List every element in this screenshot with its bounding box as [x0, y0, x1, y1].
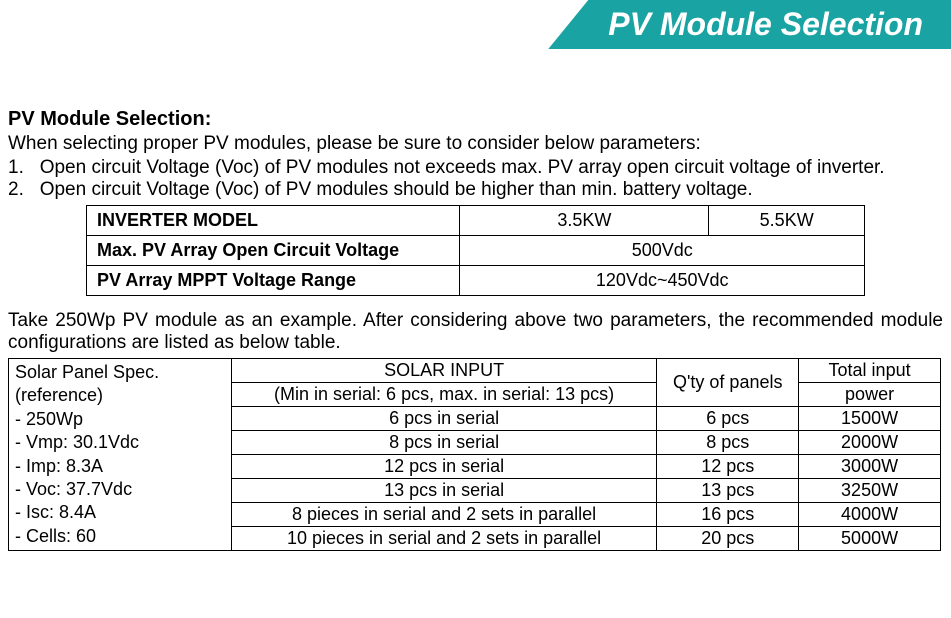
- inverter-table-wrap: INVERTER MODEL 3.5KW 5.5KW Max. PV Array…: [8, 205, 943, 296]
- spec-line: (reference): [15, 385, 103, 405]
- cell-max-voc-label: Max. PV Array Open Circuit Voltage: [87, 236, 460, 266]
- table-row: PV Array MPPT Voltage Range 120Vdc~450Vd…: [87, 266, 865, 296]
- header-banner: PV Module Selection: [548, 0, 951, 49]
- banner-title: PV Module Selection: [608, 6, 923, 42]
- example-paragraph: Take 250Wp PV module as an example. Afte…: [8, 310, 943, 354]
- cell-config: 8 pieces in serial and 2 sets in paralle…: [231, 503, 656, 527]
- header-total-power-a: Total input: [799, 359, 941, 383]
- cell-qty: 20 pcs: [657, 527, 799, 551]
- header-total-power-b: power: [799, 383, 941, 407]
- config-table: Solar Panel Spec. (reference) - 250Wp - …: [8, 358, 941, 551]
- cell-qty: 13 pcs: [657, 479, 799, 503]
- spec-line: - Vmp: 30.1Vdc: [15, 432, 139, 452]
- spec-line: - 250Wp: [15, 409, 83, 429]
- intro-text: When selecting proper PV modules, please…: [8, 133, 943, 155]
- cell-power: 1500W: [799, 407, 941, 431]
- cell-qty: 16 pcs: [657, 503, 799, 527]
- document-body: PV Module Selection: When selecting prop…: [8, 108, 943, 551]
- rule-item-1: 1. Open circuit Voltage (Voc) of PV modu…: [8, 157, 943, 179]
- rule-number: 1.: [8, 157, 24, 178]
- cell-power: 3250W: [799, 479, 941, 503]
- table-row: Solar Panel Spec. (reference) - 250Wp - …: [9, 359, 941, 383]
- cell-power: 3000W: [799, 455, 941, 479]
- header-solar-sub: (Min in serial: 6 pcs, max. in serial: 1…: [231, 383, 656, 407]
- cell-config: 6 pcs in serial: [231, 407, 656, 431]
- section-title: PV Module Selection:: [8, 108, 943, 131]
- inverter-table: INVERTER MODEL 3.5KW 5.5KW Max. PV Array…: [86, 205, 865, 296]
- cell-config: 12 pcs in serial: [231, 455, 656, 479]
- table-row: INVERTER MODEL 3.5KW 5.5KW: [87, 206, 865, 236]
- cell-config: 8 pcs in serial: [231, 431, 656, 455]
- cell-qty: 6 pcs: [657, 407, 799, 431]
- table-row: Max. PV Array Open Circuit Voltage 500Vd…: [87, 236, 865, 266]
- cell-model-35kw: 3.5KW: [460, 206, 709, 236]
- cell-qty: 12 pcs: [657, 455, 799, 479]
- cell-power: 2000W: [799, 431, 941, 455]
- rule-text: Open circuit Voltage (Voc) of PV modules…: [40, 157, 885, 178]
- cell-power: 5000W: [799, 527, 941, 551]
- cell-qty: 8 pcs: [657, 431, 799, 455]
- spec-line: - Voc: 37.7Vdc: [15, 479, 132, 499]
- cell-max-voc-value: 500Vdc: [460, 236, 865, 266]
- spec-cell: Solar Panel Spec. (reference) - 250Wp - …: [9, 359, 232, 551]
- spec-line: Solar Panel Spec.: [15, 362, 159, 382]
- cell-mppt-label: PV Array MPPT Voltage Range: [87, 266, 460, 296]
- cell-model-55kw: 5.5KW: [709, 206, 865, 236]
- rule-item-2: 2. Open circuit Voltage (Voc) of PV modu…: [8, 179, 943, 201]
- header-qty: Q'ty of panels: [657, 359, 799, 407]
- cell-mppt-value: 120Vdc~450Vdc: [460, 266, 865, 296]
- cell-power: 4000W: [799, 503, 941, 527]
- header-solar-input: SOLAR INPUT: [231, 359, 656, 383]
- spec-line: - Imp: 8.3A: [15, 456, 103, 476]
- rules-list: 1. Open circuit Voltage (Voc) of PV modu…: [8, 157, 943, 201]
- cell-config: 10 pieces in serial and 2 sets in parall…: [231, 527, 656, 551]
- cell-inverter-model-label: INVERTER MODEL: [87, 206, 460, 236]
- rule-number: 2.: [8, 179, 24, 200]
- spec-line: - Isc: 8.4A: [15, 502, 96, 522]
- cell-config: 13 pcs in serial: [231, 479, 656, 503]
- spec-line: - Cells: 60: [15, 526, 96, 546]
- rule-text: Open circuit Voltage (Voc) of PV modules…: [40, 179, 753, 200]
